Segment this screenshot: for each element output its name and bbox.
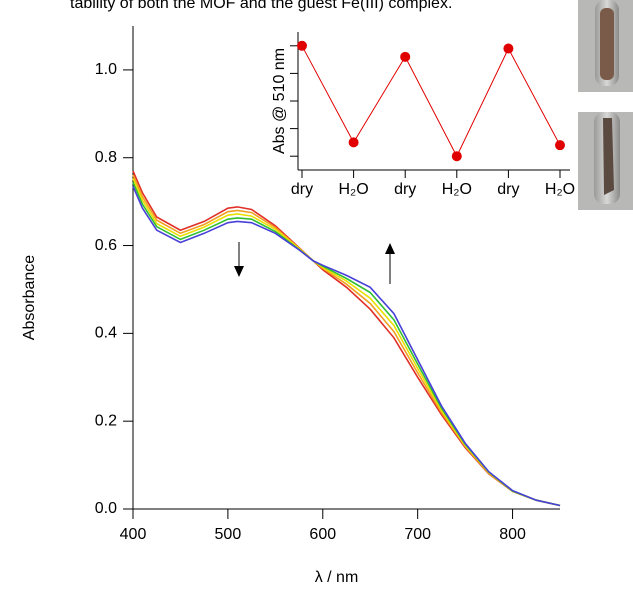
inset-point	[503, 43, 514, 54]
y-tick-label: 1.0	[95, 61, 117, 78]
inset-point	[555, 140, 565, 151]
inset-line	[301, 45, 561, 158]
x-tick-label: 400	[120, 526, 147, 543]
photo-dry	[578, 0, 633, 92]
spectrum-line	[132, 181, 561, 507]
x-tick-label: 800	[499, 526, 526, 543]
y-tick-label: 0.4	[95, 325, 117, 342]
arrowhead	[234, 266, 244, 277]
x-tick-label: 500	[215, 526, 242, 543]
arrows	[234, 242, 395, 284]
inset-x-tick-label: H₂O	[442, 181, 472, 198]
inset-x-tick-label: H₂O	[338, 181, 368, 198]
caption-fragment: tability of both the MOF and the guest F…	[70, 0, 452, 12]
y-tick-label: 0.6	[95, 237, 117, 254]
spectrum-line	[132, 170, 561, 507]
y-axis-label: Absorbance	[21, 255, 38, 340]
inset-x-tick-label: H₂O	[545, 181, 575, 198]
inset-x-tick-label: dry	[497, 181, 519, 198]
inset-y-axis-label: Abs @ 510 nm	[271, 48, 288, 154]
x-tick-label: 700	[404, 526, 431, 543]
inset-point	[451, 151, 462, 162]
arrowhead	[385, 243, 395, 254]
x-axis-label: λ / nm	[315, 569, 359, 586]
y-tick-label: 0.8	[95, 149, 117, 166]
inset-point	[348, 137, 359, 148]
inset-point	[400, 51, 411, 62]
x-tick-label: 600	[309, 526, 336, 543]
y-tick-label: 0.0	[95, 500, 117, 517]
inset-point	[297, 40, 307, 51]
inset-x-tick-label: dry	[291, 181, 313, 198]
photo-wet	[578, 112, 633, 210]
spectrum-line	[132, 185, 561, 507]
inset-x-tick-label: dry	[394, 181, 416, 198]
y-tick-label: 0.2	[95, 412, 117, 429]
